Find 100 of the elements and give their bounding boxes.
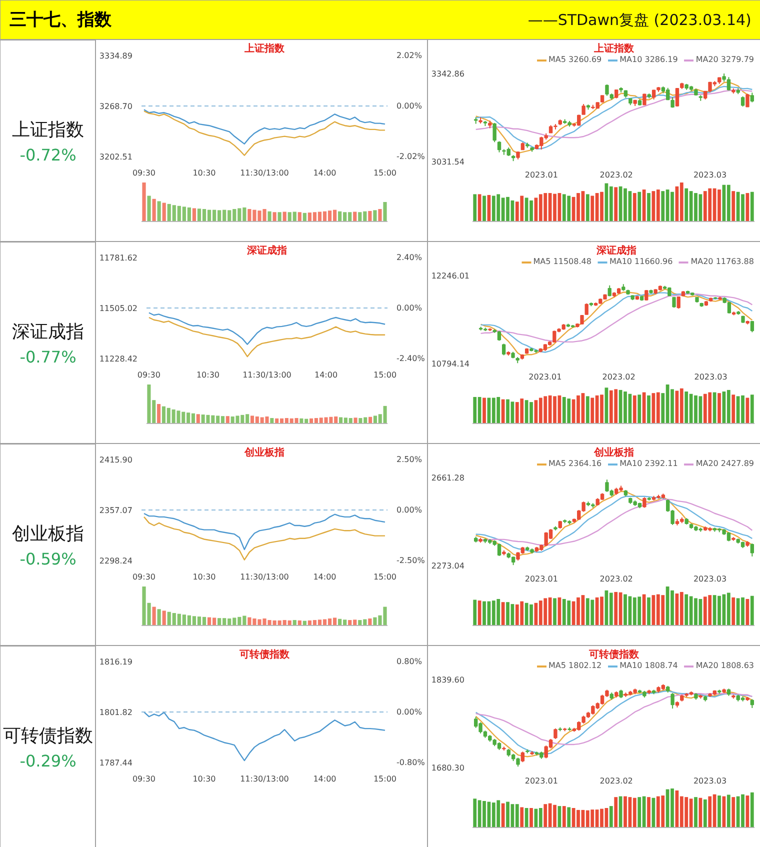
chart-title: 创业板指 — [593, 446, 634, 458]
x-tick-label: 2023.03 — [693, 170, 727, 180]
y-tick-label: 11228.42 — [99, 354, 138, 364]
y2-tick-label: 0.00% — [396, 304, 422, 312]
x-tick-label: 2023.02 — [600, 170, 633, 180]
legend-label: MA20 11763.88 — [690, 257, 754, 266]
bar — [302, 212, 306, 222]
y2-tick-label: 0.00% — [396, 506, 422, 514]
bar — [298, 212, 302, 222]
bar — [157, 201, 161, 222]
bar — [586, 396, 590, 424]
x-tick-label: 2023.01 — [524, 170, 558, 180]
bar — [718, 393, 721, 424]
x-tick-label: 11:30/13:00 — [240, 774, 289, 784]
x-tick-label: 11:30/13:00 — [242, 370, 292, 380]
bar — [732, 191, 736, 222]
candlestick — [520, 751, 525, 763]
candlestick — [502, 343, 506, 356]
y-tick-label: 1680.30 — [431, 764, 465, 772]
candlestick — [582, 103, 586, 115]
y-tick-label: 10794.14 — [431, 360, 470, 368]
bar — [632, 193, 636, 222]
bar — [152, 606, 156, 626]
y-tick-label: 2415.90 — [99, 456, 133, 464]
candlestick — [676, 296, 680, 310]
line-series — [475, 693, 753, 746]
bar — [750, 792, 754, 828]
bar — [544, 804, 548, 828]
bar — [614, 797, 618, 828]
line-series — [143, 512, 386, 550]
y-tick-label: 1816.19 — [99, 658, 133, 666]
bar — [378, 209, 382, 222]
y-tick-label: 3202.51 — [99, 152, 133, 162]
chart-title: 创业板指 — [244, 446, 284, 458]
y2-tick-label: 2.02% — [396, 51, 422, 60]
line-series — [143, 516, 386, 560]
bar — [726, 184, 730, 222]
bar — [647, 193, 650, 222]
y-tick-label: 1787.44 — [99, 758, 133, 768]
x-tick-label: 14:00 — [313, 774, 336, 784]
y2-tick-label: 2.50% — [396, 455, 422, 464]
bar — [684, 392, 688, 424]
bar — [647, 395, 650, 424]
line-series — [143, 711, 386, 762]
line-series — [143, 108, 386, 145]
line-series — [480, 293, 753, 343]
y-tick-label: 11505.02 — [99, 304, 138, 313]
bar — [656, 190, 660, 222]
bar — [278, 212, 282, 222]
bar — [614, 592, 618, 626]
x-tick-label: 2023.02 — [600, 776, 633, 786]
x-tick-label: 09:30 — [132, 572, 156, 582]
bar — [473, 396, 477, 424]
x-tick-label: 09:30 — [137, 370, 160, 380]
y-tick-label: 11781.62 — [99, 254, 138, 262]
y-tick-label: 2298.24 — [99, 556, 133, 566]
x-tick-label: 10:30 — [196, 370, 220, 380]
x-tick-label: 11:30/13:00 — [240, 572, 289, 582]
bar — [750, 394, 754, 424]
legend-label: MA10 3286.19 — [620, 55, 678, 64]
bar — [567, 807, 571, 828]
bar — [750, 192, 754, 222]
line-series — [143, 110, 386, 156]
bar — [530, 808, 533, 828]
bar — [750, 596, 754, 626]
y2-tick-label: 2.40% — [396, 253, 422, 262]
bar — [609, 592, 613, 626]
bar — [473, 798, 477, 828]
x-tick-label: 2023.03 — [693, 574, 727, 584]
y-tick-label: 3031.54 — [431, 158, 465, 166]
bar — [553, 598, 556, 626]
bar — [684, 594, 688, 626]
x-tick-label: 09:30 — [132, 774, 156, 784]
x-tick-label: 10:30 — [192, 572, 216, 582]
bar — [732, 597, 736, 626]
bar — [373, 210, 377, 222]
x-tick-label: 2023.03 — [693, 776, 727, 786]
x-tick-label: 2023.01 — [524, 776, 558, 786]
y-tick-label: 3268.70 — [99, 102, 133, 111]
x-tick-label: 15:00 — [373, 168, 397, 178]
candlestick — [672, 296, 676, 308]
y-tick-label: 2661.28 — [431, 474, 465, 482]
bar — [647, 597, 650, 626]
bar — [726, 592, 730, 626]
candlestick — [750, 543, 754, 557]
x-tick-label: 15:00 — [374, 370, 397, 380]
y2-tick-label: -2.50% — [396, 556, 426, 565]
bar — [538, 808, 542, 828]
candlestick — [750, 320, 754, 333]
bar — [638, 797, 642, 828]
bar — [482, 398, 486, 424]
y2-tick-label: 0.00% — [396, 708, 422, 716]
line-series — [475, 498, 753, 546]
bar — [270, 418, 274, 424]
y-tick-label: 2273.04 — [431, 562, 465, 570]
x-tick-label: 2023.02 — [600, 574, 633, 584]
x-tick-label: 15:00 — [373, 774, 397, 784]
x-tick-label: 14:00 — [313, 168, 336, 178]
x-tick-label: 2023.01 — [528, 372, 562, 382]
bar — [152, 198, 156, 222]
